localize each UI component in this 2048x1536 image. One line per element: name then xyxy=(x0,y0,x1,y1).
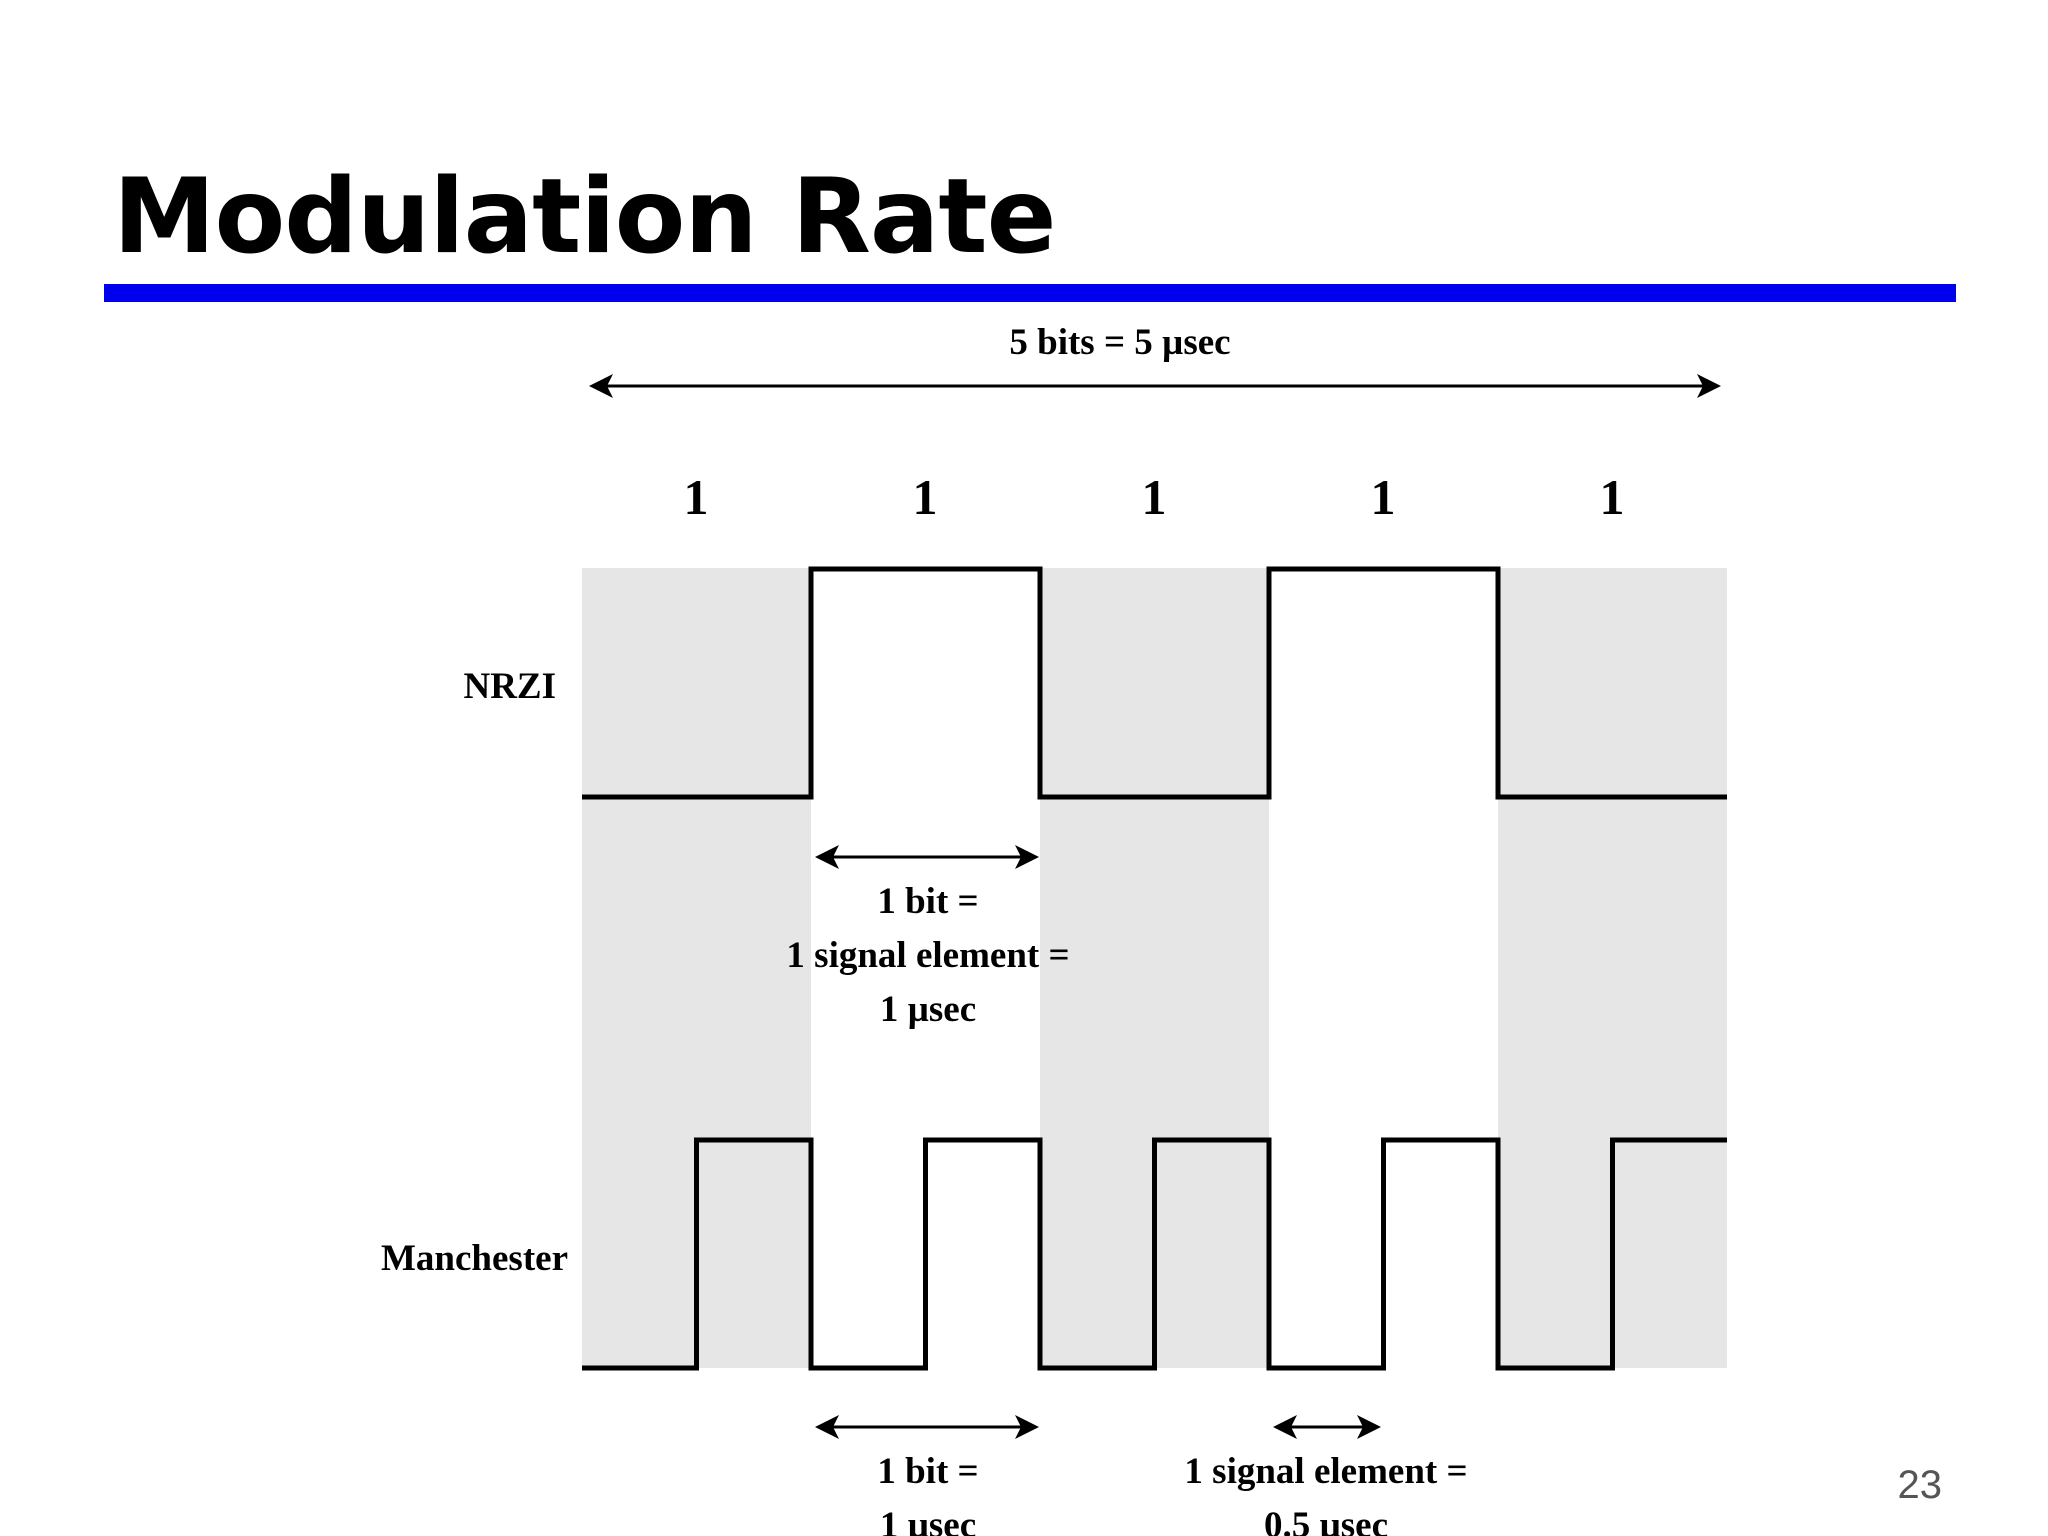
bit-label: 1 xyxy=(684,469,709,525)
manchester-waveform xyxy=(582,1137,1727,1371)
nrzi-annotation-line-1: 1 bit = xyxy=(877,881,978,922)
manchester-label: Manchester xyxy=(381,1238,568,1279)
manchester-element-annotation-line-1: 1 signal element = xyxy=(1184,1451,1467,1492)
manchester-bit-annotation-line-2: 1 µsec xyxy=(880,1505,976,1536)
nrzi-waveform xyxy=(582,566,1727,800)
bit-label: 1 xyxy=(1142,469,1167,525)
slide-number: 23 xyxy=(1897,1463,1943,1507)
top-span-label: 5 bits = 5 µsec xyxy=(1009,322,1230,363)
bit-label: 1 xyxy=(1600,469,1625,525)
manchester-bit-annotation-line-1: 1 bit = xyxy=(877,1451,978,1492)
nrzi-annotation-line-3: 1 µsec xyxy=(880,989,976,1030)
nrzi-annotation-line-2: 1 signal element = xyxy=(786,935,1069,976)
title-underline xyxy=(104,284,1956,302)
nrzi-label: NRZI xyxy=(463,666,556,707)
bit-label: 1 xyxy=(913,469,938,525)
manchester-element-annotation-line-2: 0.5 µsec xyxy=(1264,1505,1388,1536)
bit-label: 1 xyxy=(1371,469,1396,525)
slide-title: Modulation Rate xyxy=(113,157,1057,277)
